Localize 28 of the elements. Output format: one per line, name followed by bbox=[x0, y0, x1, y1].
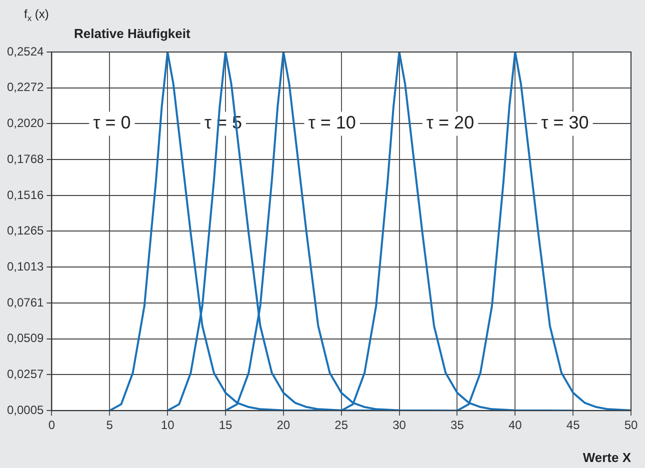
annotation: τ = 30 bbox=[541, 112, 589, 133]
annotation: τ = 20 bbox=[426, 112, 474, 133]
y-tick-label: 0,2524 bbox=[7, 44, 44, 58]
x-tick-label: 10 bbox=[160, 418, 175, 432]
y-tick-label: 0,1265 bbox=[7, 224, 44, 238]
y-tick-label: 0,1013 bbox=[7, 259, 44, 274]
x-tick-label: 20 bbox=[276, 418, 290, 432]
x-tick-label: 45 bbox=[566, 418, 580, 432]
y-tick-label: 0,2020 bbox=[7, 116, 44, 130]
y-tick-label: 0,0509 bbox=[7, 331, 44, 346]
x-axis-title: Werte X bbox=[582, 450, 632, 465]
chart-title: Relative Häufigkeit bbox=[74, 26, 191, 41]
x-tick-label: 25 bbox=[334, 418, 348, 432]
y-tick-label: 0,1516 bbox=[7, 188, 44, 202]
y-tick-label: 0,0761 bbox=[7, 295, 44, 310]
y-tick-label: 0,2272 bbox=[7, 80, 44, 94]
annotation: τ = 0 bbox=[93, 112, 131, 133]
x-tick-label: 5 bbox=[106, 418, 114, 432]
x-tick-label: 40 bbox=[508, 418, 522, 432]
x-tick-label: 35 bbox=[450, 418, 464, 432]
x-tick-label: 50 bbox=[624, 418, 638, 432]
y-tick-label: 0,1768 bbox=[7, 152, 44, 166]
annotation: τ = 10 bbox=[308, 112, 356, 133]
y-tick-label: 0,0005 bbox=[7, 402, 44, 417]
x-tick-label: 15 bbox=[218, 418, 232, 432]
x-tick-label: 0 bbox=[48, 418, 56, 432]
x-tick-label: 30 bbox=[392, 418, 406, 432]
y-tick-label: 0,0257 bbox=[7, 367, 44, 382]
